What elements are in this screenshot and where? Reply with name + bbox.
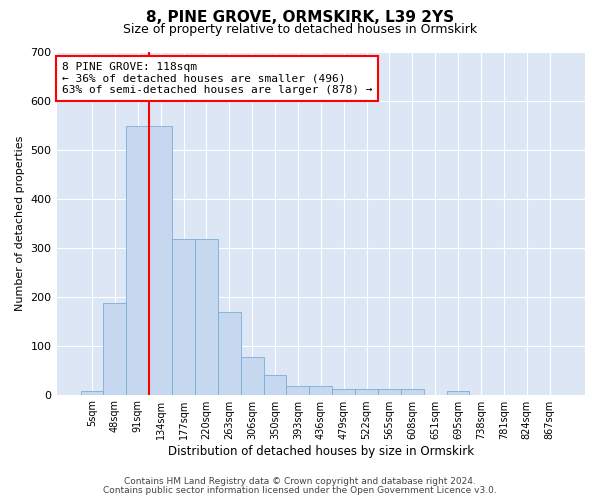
Bar <box>446 391 469 394</box>
Text: 8, PINE GROVE, ORMSKIRK, L39 2YS: 8, PINE GROVE, ORMSKIRK, L39 2YS <box>146 10 454 25</box>
Y-axis label: Number of detached properties: Number of detached properties <box>15 136 25 310</box>
X-axis label: Distribution of detached houses by size in Ormskirk: Distribution of detached houses by size … <box>168 444 474 458</box>
Bar <box>195 239 218 394</box>
Bar <box>378 389 401 394</box>
Bar <box>80 390 103 394</box>
Text: 8 PINE GROVE: 118sqm
← 36% of detached houses are smaller (496)
63% of semi-deta: 8 PINE GROVE: 118sqm ← 36% of detached h… <box>62 62 373 95</box>
Bar <box>127 126 149 394</box>
Bar <box>401 389 424 394</box>
Bar <box>355 388 378 394</box>
Bar <box>332 388 355 394</box>
Bar <box>103 304 127 394</box>
Bar <box>149 126 172 394</box>
Text: Contains public sector information licensed under the Open Government Licence v3: Contains public sector information licen… <box>103 486 497 495</box>
Bar <box>263 375 286 394</box>
Bar <box>218 312 241 394</box>
Bar <box>286 386 310 394</box>
Bar <box>172 239 195 394</box>
Bar <box>310 386 332 394</box>
Bar <box>241 358 263 395</box>
Text: Contains HM Land Registry data © Crown copyright and database right 2024.: Contains HM Land Registry data © Crown c… <box>124 477 476 486</box>
Text: Size of property relative to detached houses in Ormskirk: Size of property relative to detached ho… <box>123 22 477 36</box>
